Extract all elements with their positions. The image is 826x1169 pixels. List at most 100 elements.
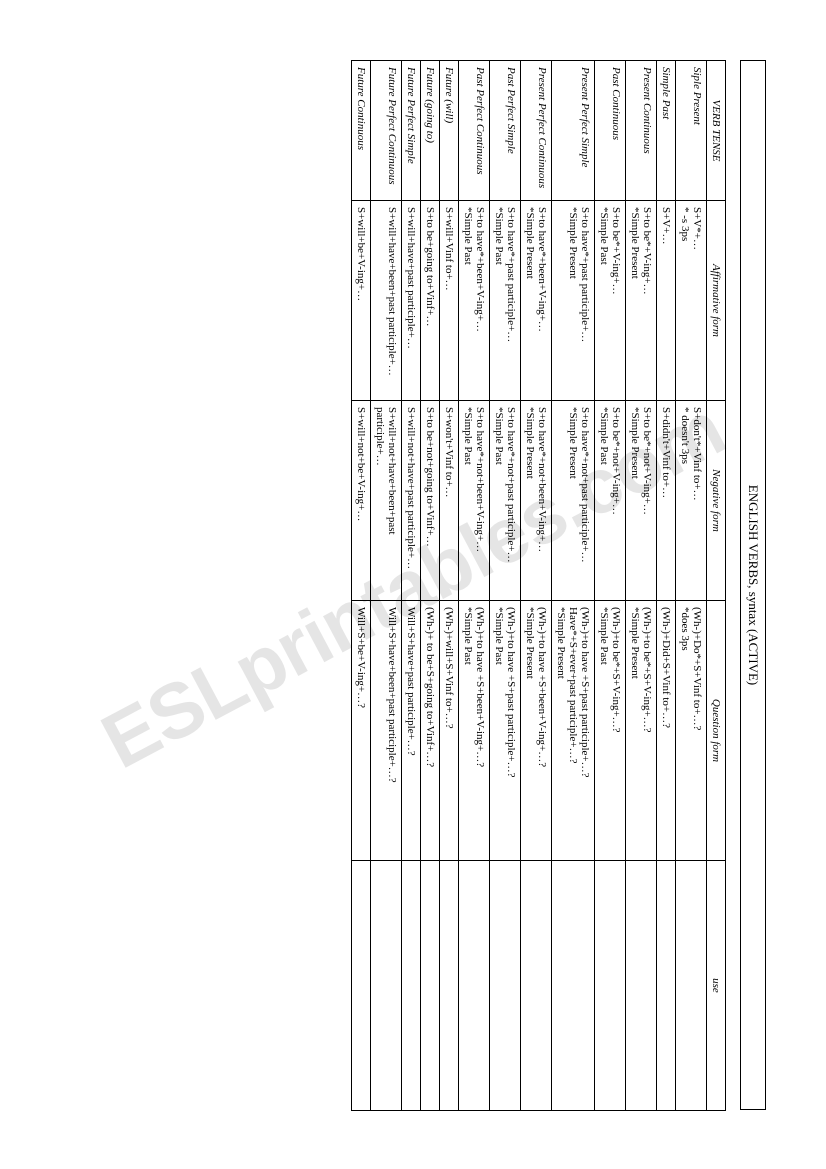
negative-cell: S+to be*+not+V-ing+…*Simple Present [626, 401, 657, 601]
cell-line: *Simple Past [493, 207, 505, 394]
cell-line: (Wh-)+ to be+S+going to+Vinf+…? [424, 607, 436, 854]
cell-line: *Simple Present [524, 207, 536, 394]
question-cell: Will+S+have+been+past participle+…? [371, 601, 402, 861]
cell-line: *Simple Past [462, 607, 474, 854]
cell-line: S+didn't+Vinf to+… [660, 407, 672, 594]
cell-line: *Simple Present [567, 207, 579, 394]
cell-line: S+won't+Vinf to+… [443, 407, 455, 594]
affirmative-cell: S+to have*+past participle+…*Simple Pres… [552, 201, 595, 401]
negative-cell: S+to have*+not+past participle+…*Simple … [552, 401, 595, 601]
use-cell [440, 861, 459, 1111]
tense-cell: Present Continuous [626, 61, 657, 201]
table-row: Present ContinuousS+to be*+V-ing+…*Simpl… [626, 61, 657, 1111]
question-cell: (Wh-)+to have +S+been+V-ing+…?*Simple Pr… [521, 601, 552, 861]
tense-cell: Past Perfect Continuous [459, 61, 490, 201]
tense-cell: Present Perfect Simple [552, 61, 595, 201]
question-cell: (Wh-)+to be*+S+V-ing+…?*Simple Past [595, 601, 626, 861]
question-cell: (Wh-)+to have +S+past participle+…?Have*… [552, 601, 595, 861]
tense-cell: Past Continuous [595, 61, 626, 201]
cell-line: S+to have*+past participle+… [579, 207, 591, 394]
cell-line: S+to be+going to+Vinf+… [424, 207, 436, 394]
table-row: Siple PresentS+V*+…* -s 3psS+don't*+Vinf… [676, 61, 707, 1111]
cell-line: *Simple Past [598, 207, 610, 394]
cell-line: *Simple Present [629, 407, 641, 594]
question-cell: (Wh-)+Do*+S+Vinf to+…?*does 3ps [676, 601, 707, 861]
page-title: ENGLISH VERBS, syntax (ACTIVE) [740, 60, 766, 1110]
negative-cell: S+will+not+have+been+past participle+… [371, 401, 402, 601]
tense-cell: Future Perfect Continuous [371, 61, 402, 201]
use-cell [521, 861, 552, 1111]
header-question: Question form [707, 601, 726, 861]
tense-cell: Future Continuous [352, 61, 371, 201]
cell-line: S+will+have+been+past participle+… [386, 207, 398, 394]
cell-line: Will+S+have+past participle+…? [405, 607, 417, 854]
affirmative-cell: S+to be*+V-ing+…*Simple Past [595, 201, 626, 401]
cell-line: S+don't*+Vinf to+… [691, 407, 703, 594]
question-cell: (Wh-)+to be*+S+V-ing+…?*Simple Present [626, 601, 657, 861]
cell-line: *Simple Past [598, 607, 610, 854]
affirmative-cell: S+will+be+V-ing+… [352, 201, 371, 401]
cell-line: *Simple Present [629, 207, 641, 394]
use-cell [626, 861, 657, 1111]
cell-line: (Wh-)+will+S+Vinf to+…? [443, 607, 455, 854]
affirmative-cell: S+will+have+past participle+… [402, 201, 421, 401]
cell-line: *Simple Present [524, 607, 536, 854]
negative-cell: S+don't*+Vinf to+…* doesn't 3ps [676, 401, 707, 601]
page: ENGLISH VERBS, syntax (ACTIVE) VERB TENS… [351, 60, 766, 1110]
negative-cell: S+didn't+Vinf to+… [657, 401, 676, 601]
cell-line: (Wh-)+to be*+S+V-ing+…? [641, 607, 653, 854]
header-affirmative: Affirmative form [707, 201, 726, 401]
cell-line: (Wh-)+to have +S+past participle+…? [579, 607, 591, 854]
use-cell [459, 861, 490, 1111]
cell-line: S+will+have+past participle+… [405, 207, 417, 394]
tense-cell: Future Perfect Simple [402, 61, 421, 201]
cell-line: S+to have*+not+past participle+… [579, 407, 591, 594]
table-row: Past Perfect ContinuousS+to have*+been+V… [459, 61, 490, 1111]
affirmative-cell: S+will+have+been+past participle+… [371, 201, 402, 401]
verb-tense-table: VERB TENSE Affirmative form Negative for… [351, 60, 726, 1111]
cell-line: *Simple Present [567, 407, 579, 594]
cell-line: Have*+S+ever+past participle+…? [567, 607, 579, 854]
cell-line: S+to be+not+going to+Vinf+… [424, 407, 436, 594]
cell-line: *does 3ps [679, 607, 691, 854]
cell-line: *Simple Past [462, 407, 474, 594]
tense-cell: Present Perfect Continuous [521, 61, 552, 201]
question-cell: Will+S+be+V-ing+…? [352, 601, 371, 861]
affirmative-cell: S+to be*+V-ing+…*Simple Present [626, 201, 657, 401]
affirmative-cell: S+V*+…* -s 3ps [676, 201, 707, 401]
affirmative-cell: S+to have*+past participle+…*Simple Past [490, 201, 521, 401]
cell-line: S+will+not+be+V-ing+… [355, 407, 367, 594]
tense-cell: Siple Present [676, 61, 707, 201]
cell-line: S+to be*+not+V-ing+… [610, 407, 622, 594]
cell-line: S+V*+… [691, 207, 703, 394]
question-cell: (Wh-)+to have +S+past participle+…?*Simp… [490, 601, 521, 861]
table-row: Future (going to)S+to be+going to+Vinf+…… [421, 61, 440, 1111]
affirmative-cell: S+to have*+been+V-ing+…*Simple Past [459, 201, 490, 401]
cell-line: *Simple Past [462, 207, 474, 394]
cell-line: Will+S+be+V-ing+…? [355, 607, 367, 854]
table-row: Past ContinuousS+to be*+V-ing+…*Simple P… [595, 61, 626, 1111]
cell-line: *Simple Past [598, 407, 610, 594]
affirmative-cell: S+V+… [657, 201, 676, 401]
use-cell [421, 861, 440, 1111]
table-row: Future ContinuousS+will+be+V-ing+… S+will… [352, 61, 371, 1111]
cell-line: * doesn't 3ps [679, 407, 691, 594]
negative-cell: S+won't+Vinf to+… [440, 401, 459, 601]
cell-line: (Wh-)+to have +S+past participle+…? [505, 607, 517, 854]
cell-line: S+to have*+not+past participle+… [505, 407, 517, 594]
table-row: Simple PastS+V+…S+didn't+Vinf to+…(Wh-)+… [657, 61, 676, 1111]
question-cell: Will+S+have+past participle+…? [402, 601, 421, 861]
cell-line: *Simple Past [493, 607, 505, 854]
use-cell [352, 861, 371, 1111]
cell-line: S+will+not+have+past participle+… [405, 407, 417, 594]
cell-line: *Simple Past [493, 407, 505, 594]
cell-line: * -s 3ps [679, 207, 691, 394]
table-row: Future Perfect Simple S+will+have+past pa… [402, 61, 421, 1111]
cell-line: (Wh-)+to be*+S+V-ing+…? [610, 607, 622, 854]
negative-cell: S+to have*+not+been+V-ing+…*Simple Past [459, 401, 490, 601]
affirmative-cell: S+to have*+been+V-ing+…*Simple Present [521, 201, 552, 401]
table-row: Future Perfect Continuous S+will+have+bee… [371, 61, 402, 1111]
use-cell [657, 861, 676, 1111]
use-cell [490, 861, 521, 1111]
cell-line: Will+S+have+been+past participle+…? [386, 607, 398, 854]
